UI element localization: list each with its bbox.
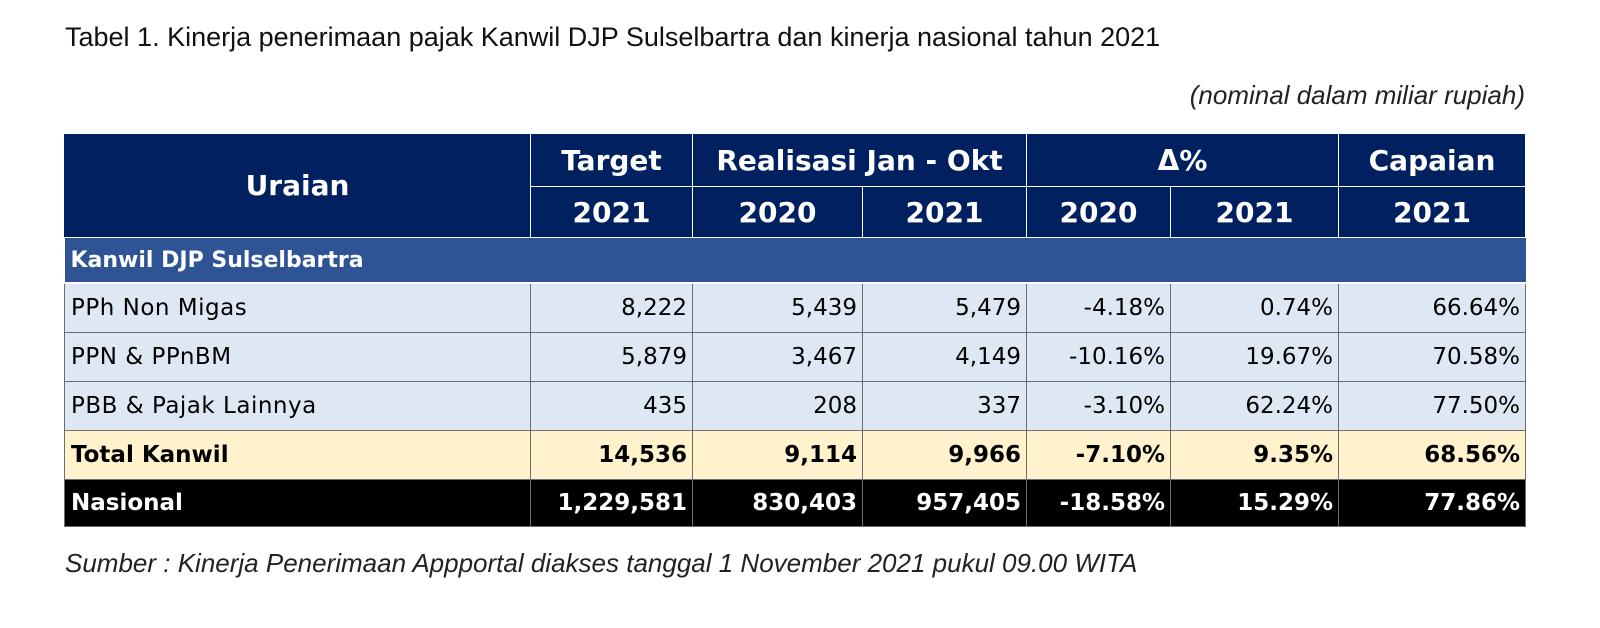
cell-real-2021: 5,479 (861, 282, 1028, 333)
header-realisasi-2021: 2021 (861, 186, 1028, 238)
section-row: Kanwil DJP Sulselbartra (64, 237, 1526, 284)
source-note: Sumber : Kinerja Penerimaan Appportal di… (65, 548, 1138, 578)
header-uraian: Uraian (64, 133, 531, 238)
cell-capaian: 77.50% (1338, 381, 1527, 431)
header-realisasi-2020: 2020 (692, 186, 863, 238)
nasional-capaian: 77.86% (1338, 479, 1527, 527)
nasional-real-2021: 957,405 (861, 479, 1028, 527)
row-label: PPh Non Migas (64, 282, 531, 333)
header-delta-2021: 2021 (1170, 186, 1340, 238)
row-label: PBB & Pajak Lainnya (64, 381, 531, 431)
cell-delta-2021: 0.74% (1170, 282, 1340, 333)
section-label: Kanwil DJP Sulselbartra (64, 237, 1526, 284)
header-target-year: 2021 (530, 186, 693, 238)
table-row: PBB & Pajak Lainnya 435 208 337 -3.10% 6… (64, 381, 1527, 431)
cell-delta-2021: 62.24% (1170, 381, 1340, 431)
cell-delta-2020: -10.16% (1026, 332, 1172, 382)
total-label: Total Kanwil (64, 430, 531, 480)
cell-delta-2020: -3.10% (1026, 381, 1172, 431)
cell-delta-2020: -4.18% (1026, 282, 1172, 333)
header-capaian-year: 2021 (1338, 186, 1527, 238)
header-capaian: Capaian (1338, 133, 1527, 187)
cell-real-2020: 208 (692, 381, 863, 431)
unit-note: (nominal dalam miliar rupiah) (1189, 80, 1525, 110)
nasional-delta-2020: -18.58% (1026, 479, 1172, 527)
cell-delta-2021: 19.67% (1170, 332, 1340, 382)
total-delta-2020: -7.10% (1026, 430, 1172, 480)
header-delta-2020: 2020 (1026, 186, 1172, 238)
cell-real-2020: 3,467 (692, 332, 863, 382)
total-row: Total Kanwil 14,536 9,114 9,966 -7.10% 9… (64, 430, 1527, 480)
nasional-target: 1,229,581 (530, 479, 693, 527)
cell-real-2021: 337 (861, 381, 1028, 431)
cell-capaian: 70.58% (1338, 332, 1527, 382)
cell-real-2021: 4,149 (861, 332, 1028, 382)
total-target: 14,536 (530, 430, 693, 480)
total-real-2020: 9,114 (692, 430, 863, 480)
cell-target: 8,222 (530, 282, 693, 333)
row-label: PPN & PPnBM (64, 332, 531, 382)
nasional-label: Nasional (64, 479, 531, 527)
table-row: PPN & PPnBM 5,879 3,467 4,149 -10.16% 19… (64, 332, 1527, 382)
total-real-2021: 9,966 (861, 430, 1028, 480)
header-realisasi: Realisasi Jan - Okt (691, 133, 1028, 187)
table-row: PPh Non Migas 8,222 5,439 5,479 -4.18% 0… (64, 282, 1527, 333)
table-title: Tabel 1. Kinerja penerimaan pajak Kanwil… (65, 22, 1161, 52)
nasional-real-2020: 830,403 (692, 479, 863, 527)
header-target: Target (530, 133, 693, 187)
tax-performance-table: Uraian Target Realisasi Jan - Okt Δ% Cap… (64, 133, 1527, 527)
cell-target: 5,879 (530, 332, 693, 382)
cell-real-2020: 5,439 (692, 282, 863, 333)
total-delta-2021: 9.35% (1170, 430, 1340, 480)
total-capaian: 68.56% (1338, 430, 1527, 480)
nasional-delta-2021: 15.29% (1170, 479, 1340, 527)
cell-capaian: 66.64% (1338, 282, 1527, 333)
cell-target: 435 (530, 381, 693, 431)
header-delta: Δ% (1026, 133, 1340, 187)
nasional-row: Nasional 1,229,581 830,403 957,405 -18.5… (64, 479, 1527, 527)
